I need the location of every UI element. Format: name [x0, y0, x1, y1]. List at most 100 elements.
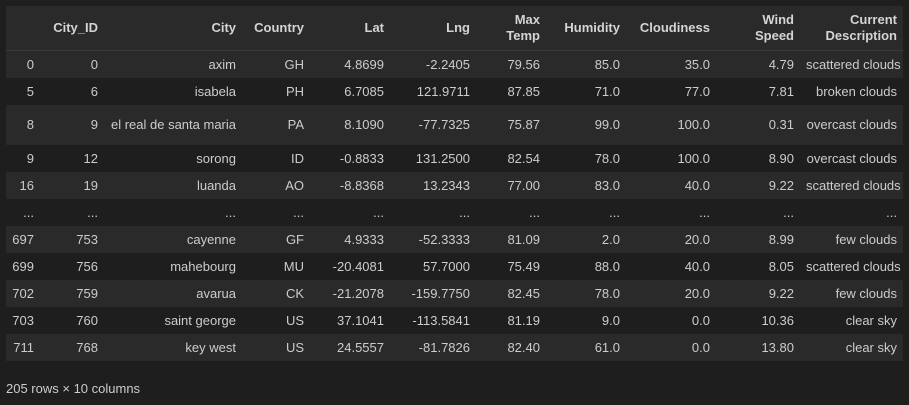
row-index: 702 — [12, 285, 34, 301]
table-cell: sorong — [196, 150, 236, 166]
table-cell: 13.80 — [761, 339, 794, 355]
row-index: 9 — [26, 150, 34, 166]
column-header: Lng — [390, 6, 476, 51]
table-cell: 10.36 — [761, 312, 794, 328]
table-cell: 20.0 — [684, 231, 710, 247]
table-cell: overcast clouds — [806, 150, 897, 166]
table-row: 699 756 mahebourg MU -20.4081 57.7000 75.49 88.… — [6, 253, 903, 280]
table-cell: 61.0 — [594, 339, 620, 355]
table-cell: el real de santa maria — [110, 117, 236, 132]
table-cell: 81.09 — [507, 231, 540, 247]
table-cell: 753 — [76, 231, 98, 247]
table-cell: 35.0 — [684, 56, 710, 72]
table-cell: 87.85 — [507, 83, 540, 99]
table-cell: ... — [699, 204, 710, 220]
table-cell: 85.0 — [594, 56, 620, 72]
table-cell: 75.49 — [507, 258, 540, 274]
table-cell: 82.54 — [507, 150, 540, 166]
table-cell: few clouds — [835, 231, 897, 247]
table-cell: 768 — [76, 339, 98, 355]
table-cell: 9.22 — [768, 285, 794, 301]
row-index: 699 — [12, 258, 34, 274]
table-cell: clear sky — [845, 339, 897, 355]
row-index: ... — [23, 204, 34, 220]
table-cell: ... — [459, 204, 470, 220]
column-header: Humidity — [546, 6, 626, 51]
table-cell: -52.3333 — [418, 231, 470, 247]
table-cell: 9.0 — [601, 312, 620, 328]
table-cell: 77.0 — [684, 83, 710, 99]
table-cell: ... — [373, 204, 384, 220]
row-index: 703 — [12, 312, 34, 328]
table-cell: 40.0 — [684, 177, 710, 193]
table-cell: GF — [285, 231, 304, 247]
table-cell: -81.7826 — [418, 339, 470, 355]
table-cell: -20.4081 — [332, 258, 384, 274]
column-header: City — [104, 6, 242, 51]
table-cell: 8.1090 — [344, 117, 384, 132]
table-cell: 0.31 — [768, 117, 794, 132]
table-cell: 78.0 — [594, 150, 620, 166]
table-row: 0 0 axim GH 4.8699 -2.2405 79.56 85.0 35.0 4.79 sc… — [6, 50, 903, 78]
table-cell: 0.0 — [691, 312, 710, 328]
table-cell: 82.40 — [507, 339, 540, 355]
table-cell: 78.0 — [594, 285, 620, 301]
table-cell: 6.7085 — [344, 83, 384, 99]
table-cell: isabela — [194, 83, 236, 99]
column-header: City_ID — [40, 6, 104, 51]
table-row: 5 6 isabela PH 6.7085 121.9711 87.85 71.0 77.0 7.… — [6, 78, 903, 105]
table-cell: 19 — [83, 177, 98, 193]
table-cell: ... — [783, 204, 794, 220]
table-cell: 760 — [76, 312, 98, 328]
table-cell: -159.7750 — [411, 285, 470, 301]
table-cell: 82.45 — [507, 285, 540, 301]
table-cell: 77.00 — [507, 177, 540, 193]
column-header: Max Temp — [476, 6, 546, 51]
table-cell: 4.9333 — [344, 231, 384, 247]
table-row: 711 768 key west US 24.5557 -81.7826 82.40 61.0… — [6, 334, 903, 361]
table-cell: MU — [283, 258, 304, 274]
table-cell: PH — [285, 83, 304, 99]
table-row: 9 12 sorong ID -0.8833 131.2500 82.54 78.0 100.0… — [6, 145, 903, 172]
table-cell: 121.9711 — [416, 83, 470, 99]
table-cell: few clouds — [835, 285, 897, 301]
table-shape-summary: 205 rows × 10 columns — [6, 381, 141, 396]
table-cell: 759 — [76, 285, 98, 301]
table-cell: key west — [185, 339, 236, 355]
table-cell: ... — [609, 204, 620, 220]
row-index: 0 — [26, 56, 34, 72]
table-cell: avarua — [196, 285, 236, 301]
row-index: 5 — [26, 83, 34, 99]
table-cell: CK — [285, 285, 304, 301]
table-cell: 8.05 — [768, 258, 794, 274]
table-row: 702 759 avarua CK -21.2078 -159.7750 82.45 78.0… — [6, 280, 903, 307]
table-cell: 8.99 — [768, 231, 794, 247]
table-cell: 9.22 — [768, 177, 794, 193]
dataframe-output: City_ID City Country Lat Lng Max Temp Humidity… — [6, 6, 903, 361]
table-cell: scattered clouds — [806, 56, 901, 72]
header-row: City_ID City Country Lat Lng Max Temp Humidity… — [6, 6, 903, 51]
column-header: Wind Speed — [716, 6, 800, 51]
table-cell: axim — [208, 56, 236, 72]
table-cell: 0 — [90, 56, 98, 72]
table-cell: ... — [225, 204, 236, 220]
table-cell: 99.0 — [594, 117, 620, 132]
table-cell: 40.0 — [684, 258, 710, 274]
table-cell: 756 — [76, 258, 98, 274]
table-cell: -77.7325 — [418, 117, 470, 132]
table-row: 697 753 cayenne GF 4.9333 -52.3333 81.09 2.0 20.… — [6, 226, 903, 253]
table-row: 16 19 luanda AO -8.8368 13.2343 77.00 83.0 40.0 9… — [6, 172, 903, 199]
table-cell: 20.0 — [684, 285, 710, 301]
table-cell: 100.0 — [677, 150, 710, 166]
row-index: 16 — [19, 177, 34, 193]
column-header: Lat — [310, 6, 390, 51]
table-cell: AO — [285, 177, 304, 193]
row-index: 8 — [26, 117, 34, 132]
table-cell: 13.2343 — [423, 177, 470, 193]
table-cell: scattered clouds — [806, 258, 901, 274]
table-cell: PA — [287, 117, 304, 132]
table-cell: saint george — [164, 312, 236, 328]
table-cell: scattered clouds — [806, 177, 901, 193]
table-cell: ID — [291, 150, 304, 166]
table-cell: 2.0 — [601, 231, 620, 247]
